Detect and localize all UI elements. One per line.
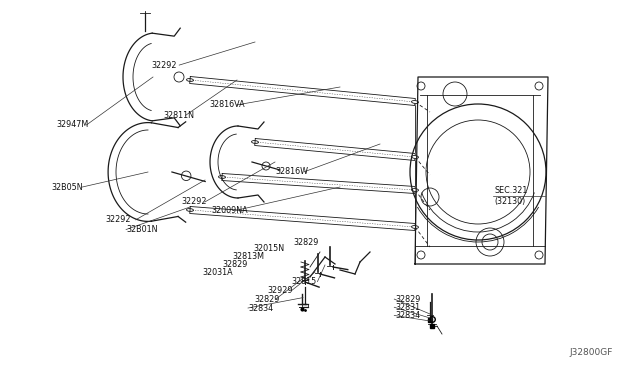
Text: 32811N: 32811N [163, 111, 194, 120]
Ellipse shape [412, 100, 419, 103]
Polygon shape [189, 77, 415, 106]
Text: 32831: 32831 [396, 303, 420, 312]
Text: SEC.321
(32130): SEC.321 (32130) [494, 186, 527, 206]
Text: 32292: 32292 [181, 198, 207, 206]
Text: 32834: 32834 [248, 304, 273, 312]
Text: 32009NA: 32009NA [211, 206, 248, 215]
Text: 32031A: 32031A [202, 268, 233, 277]
Ellipse shape [412, 189, 419, 192]
Text: 32816VA: 32816VA [210, 100, 246, 109]
Text: 32834: 32834 [396, 311, 420, 320]
Polygon shape [222, 173, 415, 193]
Text: 32815: 32815 [291, 277, 316, 286]
Text: 32829: 32829 [223, 260, 248, 269]
Polygon shape [255, 138, 415, 160]
Text: 32816W: 32816W [275, 167, 308, 176]
Text: 32B05N: 32B05N [51, 183, 83, 192]
Text: 32829: 32829 [396, 295, 421, 304]
Text: 32829: 32829 [255, 295, 280, 304]
Ellipse shape [412, 155, 419, 158]
Text: 32292: 32292 [106, 215, 131, 224]
Text: 32292: 32292 [152, 61, 177, 70]
Text: 32015N: 32015N [253, 244, 285, 253]
Text: 32829: 32829 [293, 238, 319, 247]
Text: 32947M: 32947M [56, 121, 88, 129]
Text: 32929: 32929 [268, 286, 293, 295]
Text: J32800GF: J32800GF [570, 348, 613, 357]
Ellipse shape [412, 225, 419, 228]
Polygon shape [189, 206, 415, 231]
Text: 32813M: 32813M [232, 252, 264, 261]
Text: 32B01N: 32B01N [126, 225, 157, 234]
